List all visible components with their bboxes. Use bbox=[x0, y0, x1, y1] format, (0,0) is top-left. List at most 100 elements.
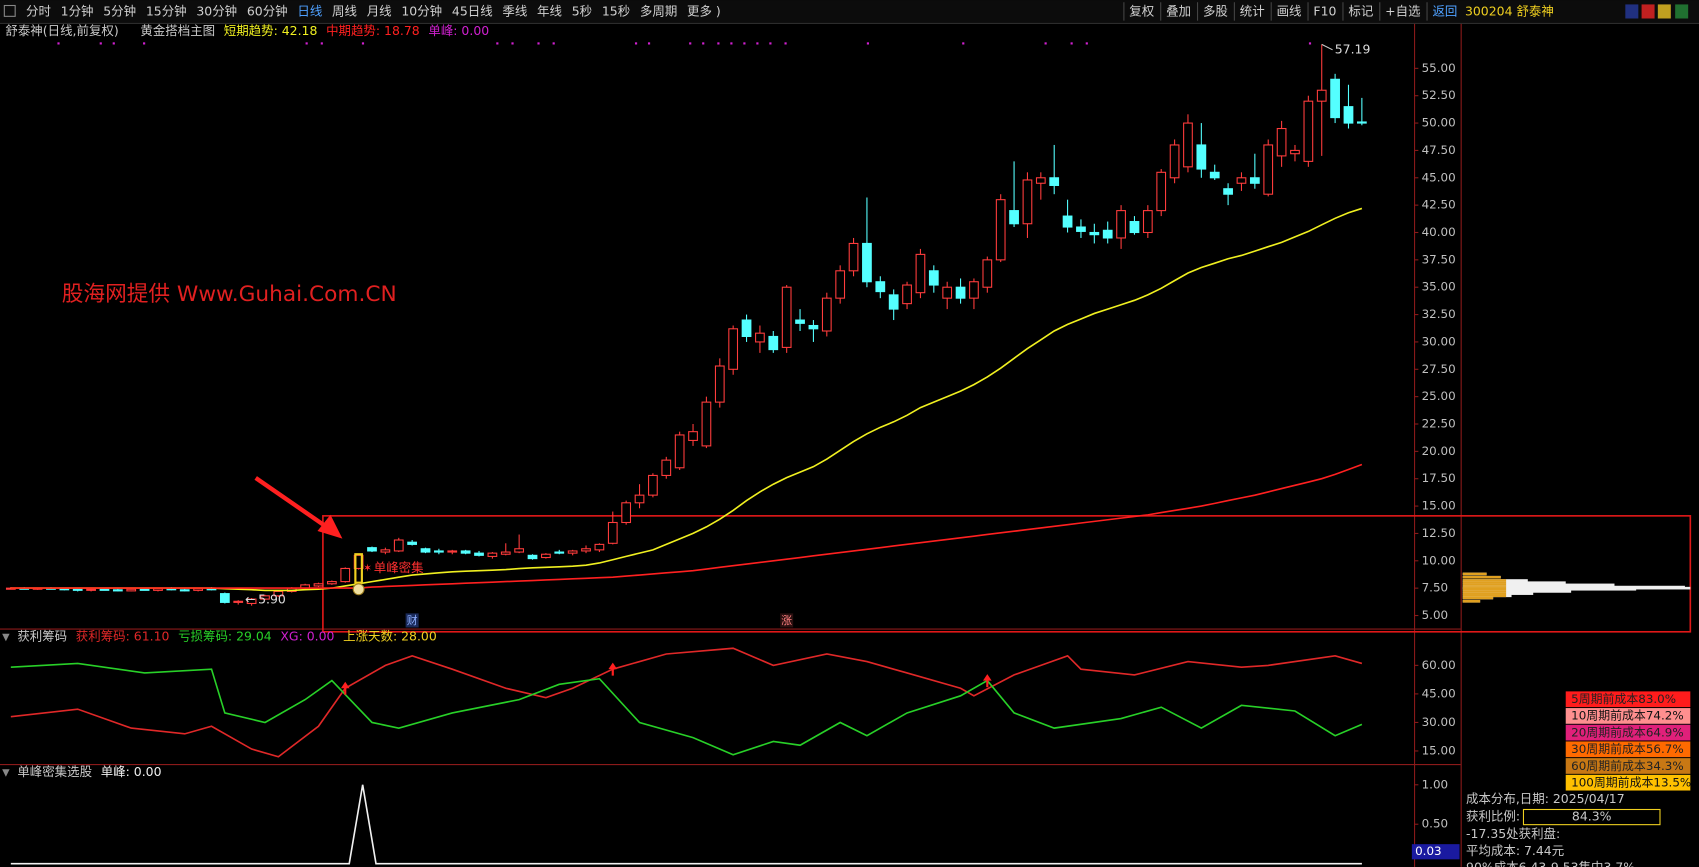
y-tick-label: 45.00 bbox=[1422, 170, 1456, 184]
candle-body bbox=[1062, 215, 1073, 228]
candle-body bbox=[714, 365, 725, 403]
candle-body bbox=[460, 550, 471, 554]
panel-title: 舒泰神(日线,前复权) bbox=[5, 23, 118, 38]
candle-body bbox=[915, 253, 926, 294]
toolbar-tab[interactable]: 45日线 bbox=[452, 4, 493, 19]
y-tick-label: 37.50 bbox=[1422, 252, 1456, 266]
toolbar-tab[interactable]: 5秒 bbox=[572, 4, 592, 19]
candle-body bbox=[982, 259, 993, 288]
candle-body bbox=[862, 242, 872, 283]
event-box bbox=[405, 613, 419, 628]
candle-body bbox=[554, 551, 565, 554]
candle-body bbox=[1183, 122, 1193, 168]
candle-body bbox=[153, 588, 163, 591]
candle-body bbox=[942, 286, 953, 299]
candle-body bbox=[1156, 171, 1167, 212]
candle-body bbox=[326, 581, 337, 585]
y-tick-label: 40.00 bbox=[1422, 225, 1456, 239]
chip-bar-profit bbox=[1462, 579, 1507, 582]
candle-body bbox=[541, 553, 551, 559]
toolbar-tab[interactable]: 15分钟 bbox=[146, 4, 187, 19]
candle-body bbox=[607, 521, 618, 544]
toolbar-tab[interactable]: 月线 bbox=[367, 4, 392, 19]
y-tick-label: 5.00 bbox=[1422, 608, 1449, 622]
toolbar-tab[interactable]: 10分钟 bbox=[401, 4, 442, 19]
toolbar-tab[interactable]: 更多 ) bbox=[687, 4, 721, 19]
candle-body bbox=[1223, 188, 1233, 195]
y-tick-label: 25.00 bbox=[1422, 389, 1456, 403]
toolbar-tab[interactable]: 年线 bbox=[537, 4, 562, 19]
chip-bar-profit bbox=[1462, 596, 1494, 600]
candle-body bbox=[407, 541, 418, 545]
candle-body bbox=[674, 434, 685, 469]
toolbar-button[interactable]: 多股 bbox=[1203, 4, 1228, 19]
toolbar-button[interactable]: 返回 bbox=[1432, 4, 1457, 19]
stock-code: 300204 舒泰神 bbox=[1465, 4, 1554, 19]
current-value-box bbox=[1411, 844, 1460, 860]
candle-body bbox=[621, 502, 632, 524]
toolbar-tab[interactable]: 季线 bbox=[502, 4, 527, 19]
collapse-icon: ▼ bbox=[2, 768, 10, 779]
toolbar-button[interactable]: +自选 bbox=[1385, 4, 1421, 19]
current-value: 0.03 bbox=[1415, 844, 1442, 858]
candle-body bbox=[928, 270, 939, 286]
toolbar-button[interactable]: 复权 bbox=[1129, 4, 1154, 19]
y-tick-label: 47.50 bbox=[1422, 143, 1456, 157]
candle-body bbox=[380, 549, 391, 553]
toolbar-tab[interactable]: 60分钟 bbox=[247, 4, 288, 19]
chip-bar-profit bbox=[1462, 572, 1487, 576]
chip-bar-profit bbox=[1462, 583, 1507, 587]
candle-body bbox=[393, 539, 404, 552]
toolbar-tab[interactable]: 1分钟 bbox=[61, 4, 94, 19]
price-annotation: 57.19 bbox=[1335, 41, 1371, 56]
chip-bar-profit bbox=[1462, 594, 1507, 598]
toolbar-tab[interactable]: 分时 bbox=[26, 4, 51, 19]
profit-ratio-label: 获利比例: bbox=[1466, 809, 1520, 824]
avg-cost: 平均成本: 7.44元 bbox=[1466, 843, 1564, 858]
series-line bbox=[10, 647, 1363, 758]
candle-body bbox=[1142, 210, 1153, 234]
window-icons[interactable] bbox=[1625, 4, 1689, 19]
candle-body bbox=[634, 494, 645, 504]
signal-coin bbox=[352, 583, 365, 596]
toolbar-tab[interactable]: 日线 bbox=[297, 4, 322, 19]
candle-body bbox=[875, 281, 886, 293]
toolbar-tab[interactable]: 周线 bbox=[332, 4, 357, 19]
cost-row-label: 5周期前成本83.0% bbox=[1571, 692, 1676, 706]
legend-entry: 短期趋势: 42.18 bbox=[224, 23, 318, 38]
toolbar-tab[interactable]: 多周期 bbox=[640, 4, 677, 19]
candle-body bbox=[139, 588, 150, 591]
toolbar-button[interactable]: 统计 bbox=[1240, 4, 1265, 19]
cost-row-bg bbox=[1565, 691, 1691, 708]
signal-arrow bbox=[608, 662, 618, 676]
candle-body bbox=[1343, 106, 1354, 124]
menu-icon[interactable] bbox=[3, 4, 16, 17]
toolbar-button[interactable]: F10 bbox=[1313, 4, 1336, 19]
toolbar-tab[interactable]: 15秒 bbox=[602, 4, 630, 19]
toolbar-button[interactable]: 标记 bbox=[1348, 4, 1373, 19]
candle-body bbox=[795, 319, 805, 324]
candle-body bbox=[474, 552, 484, 556]
y-tick-label: 30.00 bbox=[1422, 715, 1456, 729]
toolbar-button[interactable]: 叠加 bbox=[1166, 4, 1191, 19]
candle-body bbox=[581, 548, 591, 552]
chip-bar-profit bbox=[1462, 575, 1501, 579]
cost-row-bg bbox=[1565, 724, 1691, 741]
candle-body bbox=[969, 281, 979, 299]
cost-row-label: 60周期前成本34.3% bbox=[1571, 759, 1684, 773]
candle-body bbox=[126, 588, 137, 592]
toolbar-tab[interactable]: 5分钟 bbox=[103, 4, 136, 19]
candle-body bbox=[594, 543, 605, 551]
price-annotation-arrow: ← bbox=[245, 592, 255, 607]
y-tick-label: 7.50 bbox=[1422, 581, 1449, 595]
legend-entry: 中期趋势: 18.78 bbox=[326, 23, 420, 38]
profit-line: -17.35处获利盘: bbox=[1466, 826, 1560, 841]
toolbar-button[interactable]: 画线 bbox=[1277, 4, 1302, 19]
candle-body bbox=[1330, 78, 1340, 119]
toolbar-tab[interactable]: 30分钟 bbox=[196, 4, 237, 19]
candle-body bbox=[86, 588, 96, 591]
candle-body bbox=[447, 550, 458, 553]
candle-body bbox=[1022, 179, 1033, 225]
candle-body bbox=[1303, 100, 1314, 162]
